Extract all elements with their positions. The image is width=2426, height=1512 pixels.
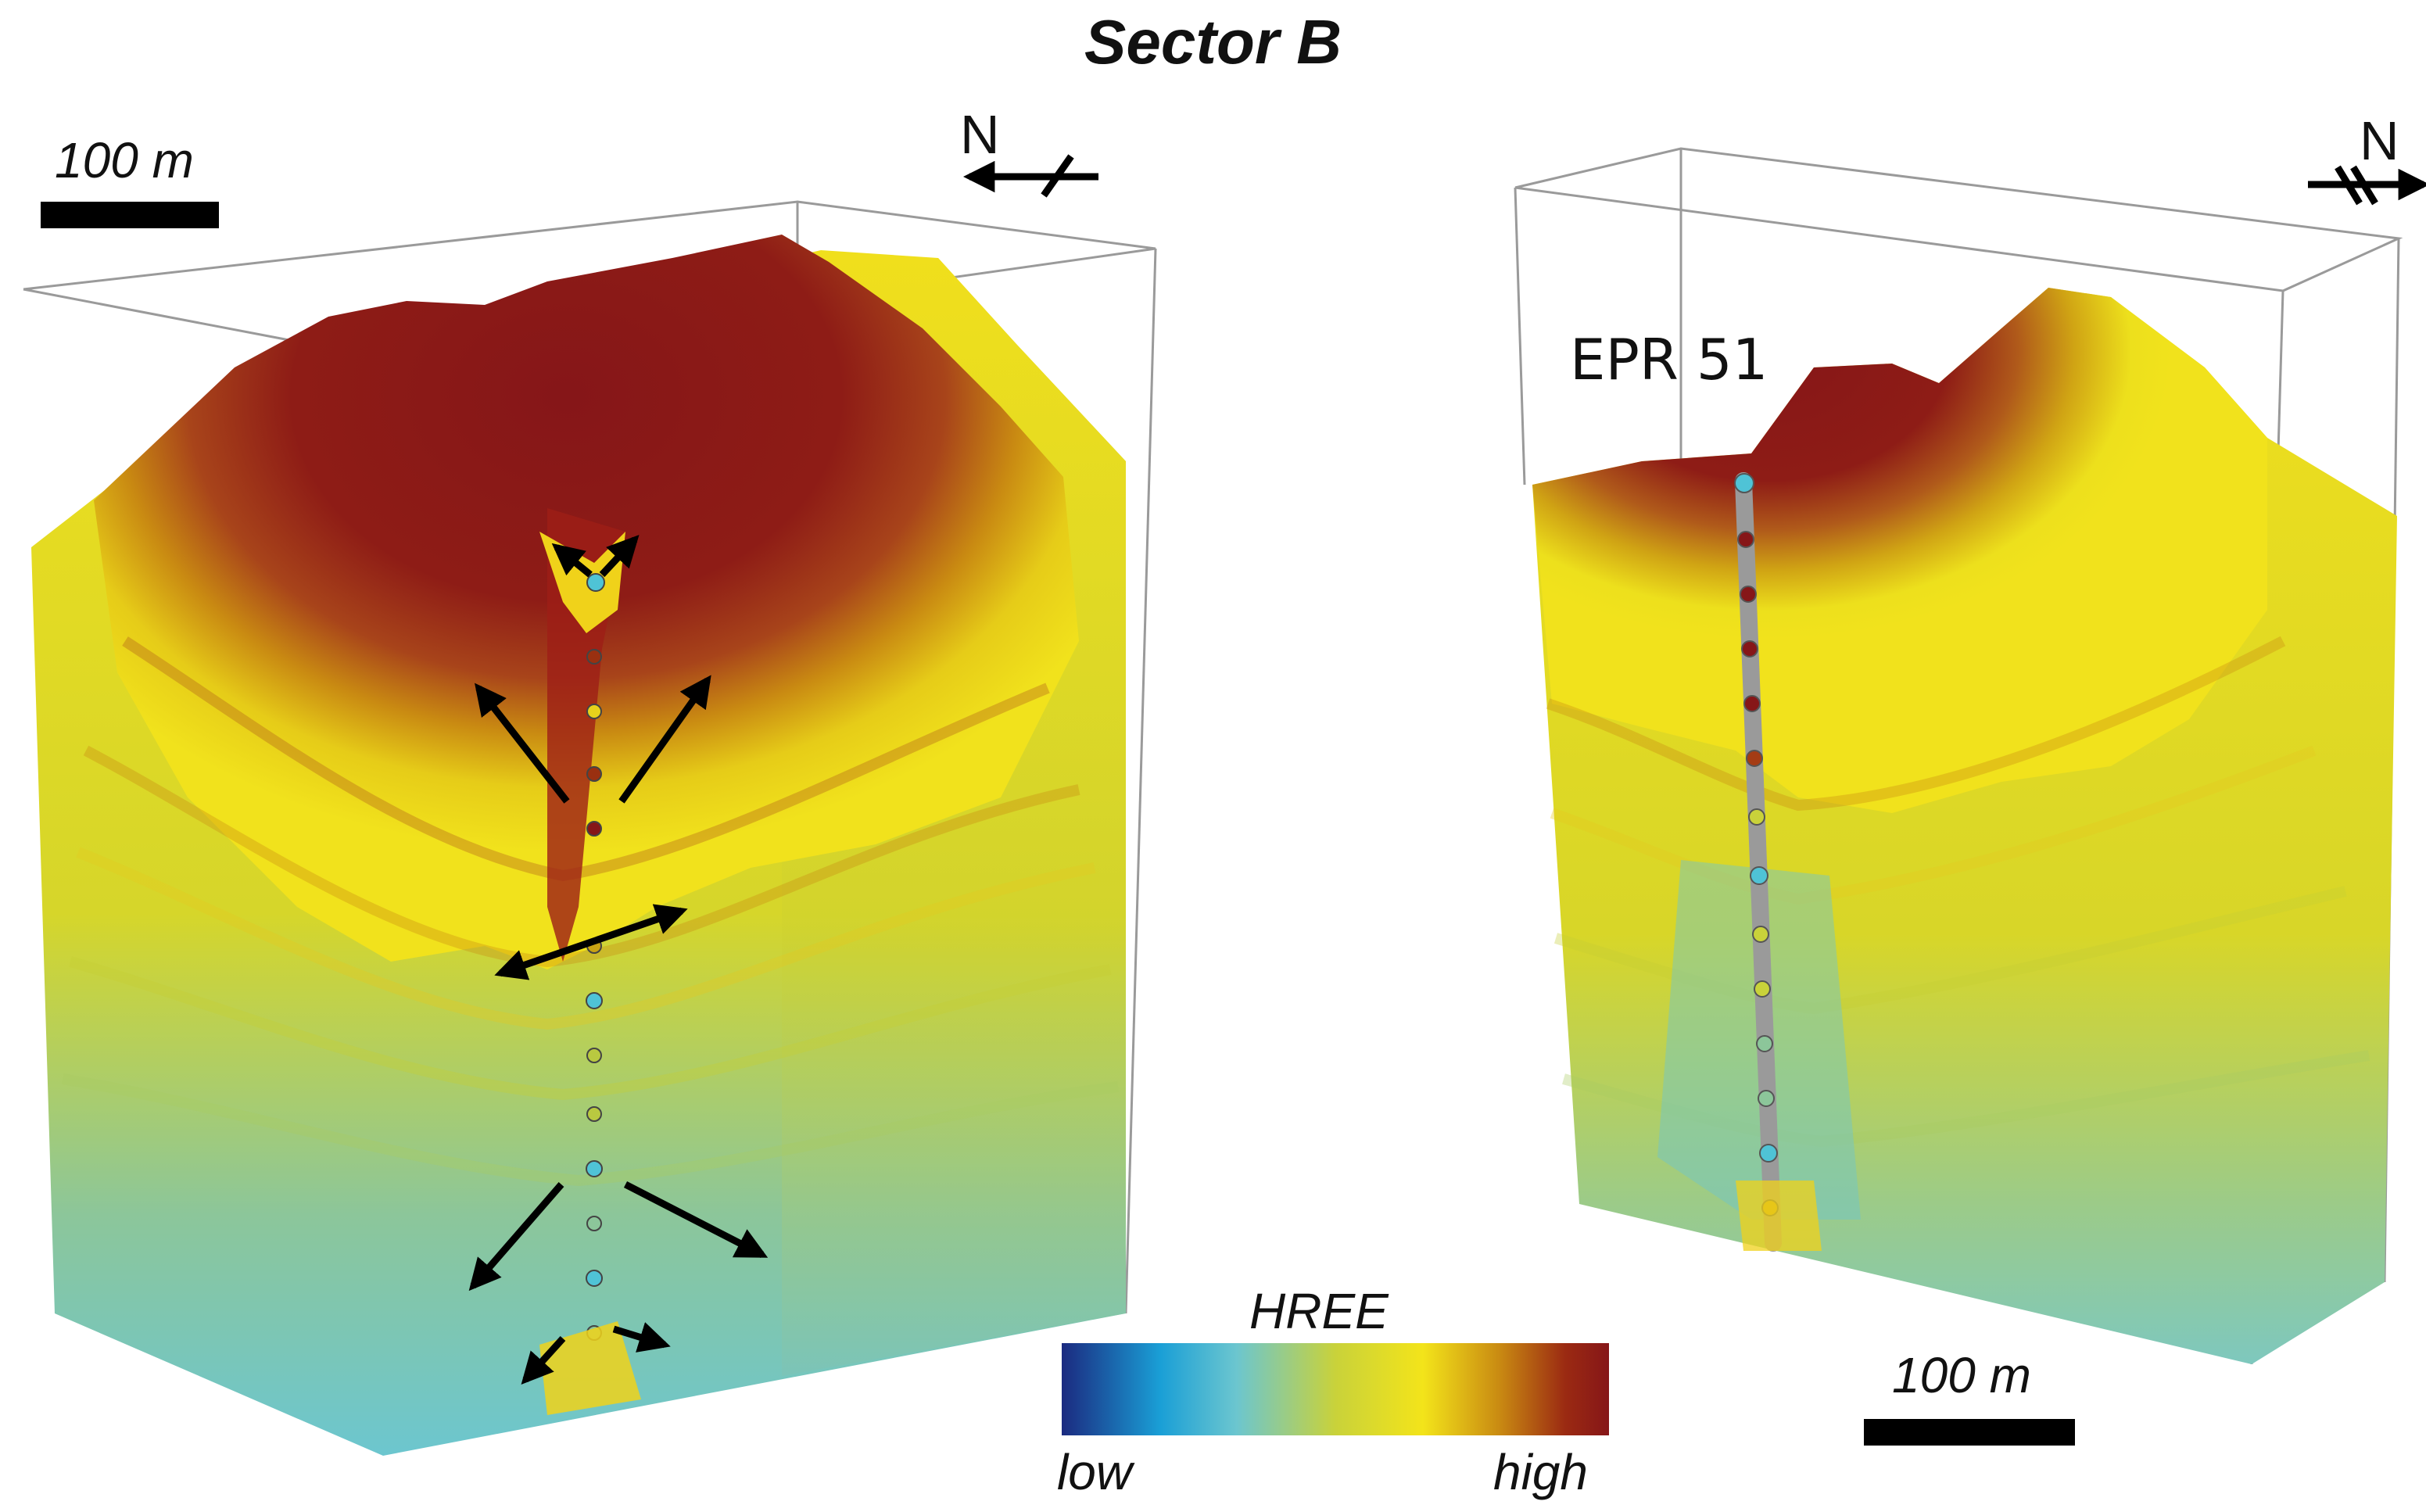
drillhole-label: EPR 51 bbox=[1570, 327, 1768, 392]
arrow bbox=[468, 1182, 564, 1292]
left-flow-arrows bbox=[468, 535, 769, 1385]
legend-colorbar bbox=[1062, 1343, 1609, 1435]
left-bottom-pocket bbox=[539, 1321, 641, 1415]
left-scale-label: 100 m bbox=[55, 132, 194, 188]
left-north-label: N bbox=[960, 104, 1000, 165]
left-north-arrow bbox=[962, 154, 1098, 198]
legend-high-label: high bbox=[1493, 1444, 1588, 1500]
right-hree-high-zone bbox=[1532, 288, 2267, 813]
left-block-model bbox=[23, 154, 1157, 1456]
arrow bbox=[494, 904, 688, 980]
left-drill-notch bbox=[547, 508, 625, 962]
arrow bbox=[612, 1322, 671, 1353]
figure-title: Sector B bbox=[1084, 7, 1342, 77]
right-contour-bands bbox=[1546, 636, 2370, 1148]
arrow bbox=[599, 535, 640, 578]
right-north-arrow bbox=[2308, 165, 2426, 206]
arrow bbox=[475, 683, 570, 804]
left-scale-bar bbox=[41, 202, 219, 228]
arrow bbox=[618, 675, 711, 804]
arrow bbox=[551, 543, 593, 578]
legend-low-label: low bbox=[1057, 1444, 1133, 1500]
right-drillhole-trace bbox=[1735, 472, 1782, 1252]
right-bottom-pocket bbox=[1736, 1181, 1822, 1251]
right-block-model bbox=[1514, 147, 2426, 1446]
arrow bbox=[521, 1335, 566, 1385]
right-scale-bar bbox=[1864, 1419, 2075, 1446]
left-drill-samples bbox=[586, 573, 605, 1341]
right-scale-label: 100 m bbox=[1892, 1347, 2031, 1403]
arrow bbox=[623, 1181, 769, 1259]
legend-title: HREE bbox=[1249, 1283, 1389, 1339]
right-north-label: N bbox=[2360, 110, 2399, 171]
